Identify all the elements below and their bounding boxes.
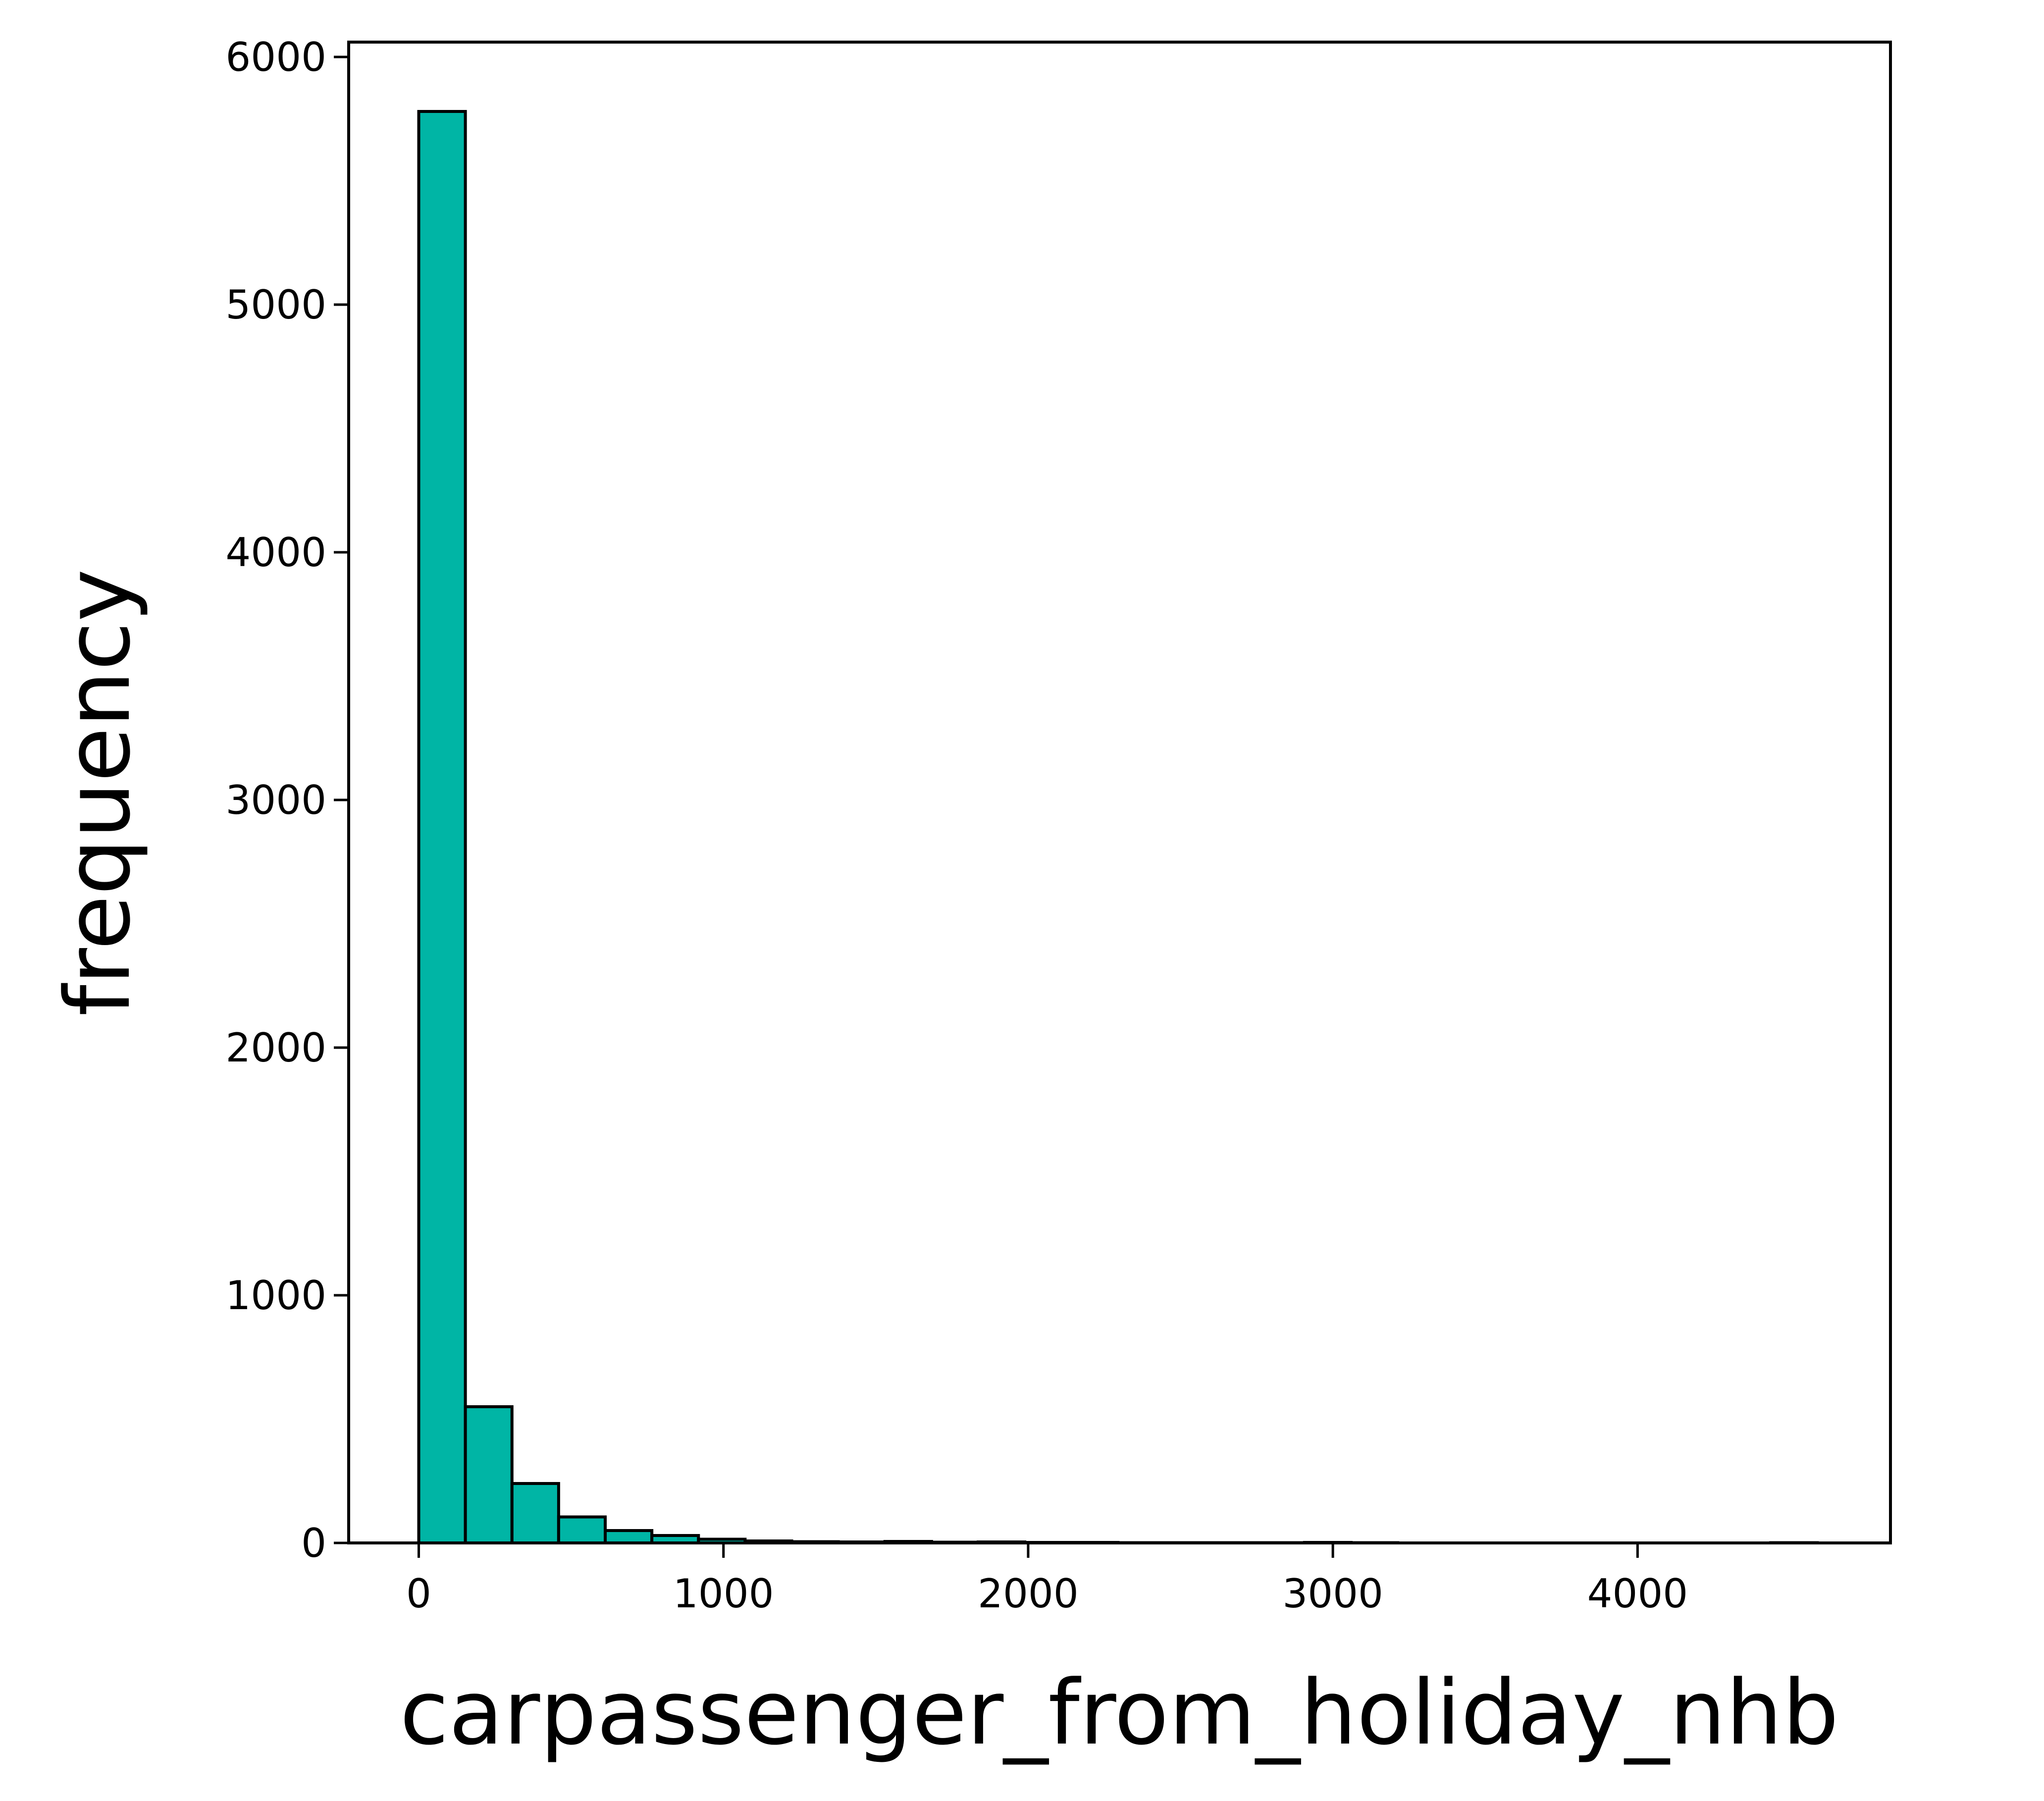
bars-group <box>417 110 1819 1544</box>
histogram-bar <box>557 1515 607 1544</box>
y-tick-label: 4000 <box>225 530 326 576</box>
histogram-bar <box>604 1529 654 1544</box>
x-tick-label: 0 <box>406 1571 431 1617</box>
x-tick-label: 3000 <box>1282 1571 1383 1617</box>
y-tick-label: 0 <box>301 1520 326 1566</box>
x-tick-label: 2000 <box>978 1571 1079 1617</box>
y-tick-label: 5000 <box>225 282 326 328</box>
y-axis-ticks: 0 1000 2000 3000 4000 5000 6000 <box>225 34 349 1566</box>
x-axis-ticks: 0 1000 2000 3000 4000 <box>406 1543 1688 1617</box>
plot-frame <box>347 41 1892 1544</box>
x-tick-label: 1000 <box>673 1571 774 1617</box>
histogram-bar <box>417 110 467 1544</box>
y-tick-label: 1000 <box>225 1272 326 1319</box>
histogram-bar <box>464 1405 514 1544</box>
histogram-bar <box>510 1482 560 1544</box>
y-tick-label: 2000 <box>225 1025 326 1071</box>
x-tick-label: 4000 <box>1587 1571 1688 1617</box>
x-axis-title: carpassenger_from_holiday_nhb <box>400 1661 1839 1765</box>
y-tick-label: 3000 <box>225 777 326 823</box>
y-axis-title: frequency <box>47 569 150 1016</box>
y-tick-label: 6000 <box>225 34 326 80</box>
